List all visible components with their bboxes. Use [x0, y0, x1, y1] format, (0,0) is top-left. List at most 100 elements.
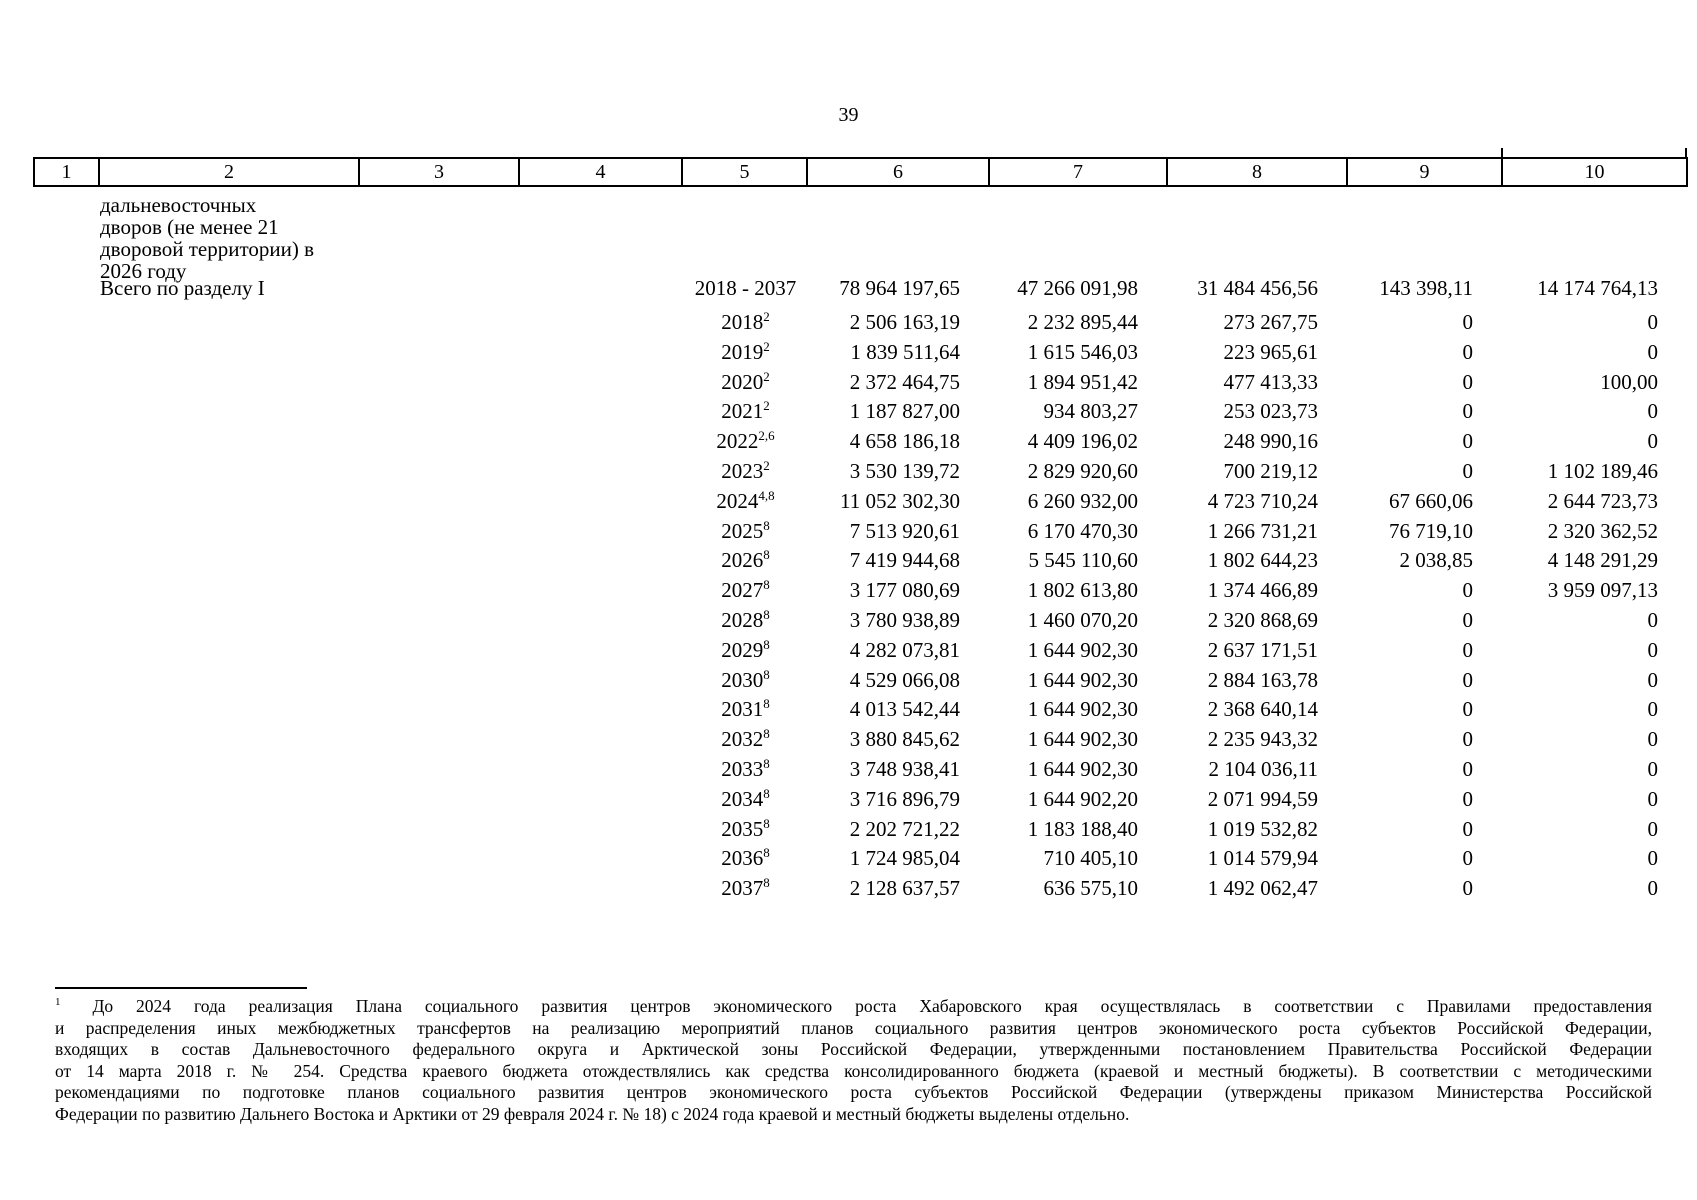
value-cell: 7 419 944,68 [849, 548, 960, 573]
carryover-line: дальневосточных [100, 193, 257, 217]
value-cell: 0 [1647, 667, 1659, 692]
table-remnant-tick [1685, 148, 1687, 157]
value-cell: 4 658 186,18 [849, 429, 960, 454]
value-cell: 1 644 902,30 [1027, 756, 1138, 781]
column-number-1: 1 [33, 159, 100, 185]
value-cell: 3 780 938,89 [849, 607, 960, 632]
year-superscript: 4,8 [758, 487, 775, 503]
value-cell: 0 [1462, 697, 1474, 722]
table-row: 20232 3 530 139,72 2 829 920,60 700 219,12 0… [33, 457, 1688, 487]
year-label: 2032 [721, 727, 764, 752]
value-cell: 2 644 723,73 [1547, 488, 1658, 513]
value-cell: 700 219,12 [1223, 458, 1319, 483]
year-superscript: 8 [763, 755, 770, 771]
year-superscript: 8 [763, 696, 770, 712]
year-superscript: 2 [763, 309, 770, 324]
year-cell: 20258 [683, 517, 808, 547]
footnote: 1 До 2024 года реализация Плана социальн… [55, 996, 1652, 1126]
footnote-line: 1 До 2024 года реализация Плана социальн… [55, 996, 1652, 1018]
column-number-2: 2 [100, 159, 360, 185]
value-cell: 4 409 196,02 [1027, 429, 1138, 454]
value-cell: 0 [1647, 786, 1659, 811]
year-label: 2023 [721, 458, 764, 483]
year-cell: 20328 [683, 725, 808, 755]
footnote-marker: 1 [55, 996, 61, 1009]
year-superscript: 8 [763, 606, 770, 622]
value-cell: 7 513 920,61 [849, 518, 960, 543]
table-row: 20222,6 4 658 186,18 4 409 196,02 248 990,1… [33, 427, 1688, 457]
year-rows: 20182 2 506 163,19 2 232 895,44 273 267,75 0… [33, 308, 1688, 904]
value-cell: 1 615 546,03 [1027, 339, 1138, 364]
value-cell: 2 071 994,59 [1207, 786, 1318, 811]
footnote-line: Федерации по развитию Дальнего Востока и… [55, 1103, 1130, 1124]
value-cell: 2 372 464,75 [849, 369, 960, 394]
table-row: 20288 3 780 938,89 1 460 070,20 2 320 868,6… [33, 606, 1688, 636]
value-cell: 76 719,10 [1389, 518, 1473, 543]
year-cell: 20288 [683, 606, 808, 636]
value-cell: 3 748 938,41 [849, 756, 960, 781]
year-superscript: 2,6 [758, 428, 775, 444]
value-cell: 1 724 985,04 [849, 846, 960, 871]
footnote-line: от 14 марта 2018 г. № 254. Средства крае… [55, 1060, 1652, 1081]
value-cell: 47 266 091,98 [1017, 276, 1138, 300]
value-cell: 1 894 951,42 [1027, 369, 1138, 394]
value-cell: 0 [1462, 816, 1474, 841]
column-number-9: 9 [1348, 159, 1503, 185]
value-cell: 477 413,33 [1223, 369, 1319, 394]
table-row: 20278 3 177 080,69 1 802 613,80 1 374 466,8… [33, 576, 1688, 606]
year-superscript: 2 [763, 398, 770, 414]
table-row: 20182 2 506 163,19 2 232 895,44 273 267,75 0… [33, 308, 1688, 338]
year-cell: 20368 [683, 844, 808, 874]
value-cell: 0 [1462, 310, 1474, 334]
value-cell: 4 723 710,24 [1207, 488, 1318, 513]
value-cell: 0 [1647, 310, 1659, 334]
year-cell: 20348 [683, 785, 808, 815]
year-cell: 20244,8 [683, 487, 808, 517]
year-label: 2031 [721, 697, 764, 722]
year-label: 2026 [721, 548, 764, 573]
value-cell: 0 [1462, 369, 1474, 394]
value-cell: 67 660,06 [1389, 488, 1473, 513]
value-cell: 1 102 189,46 [1547, 458, 1658, 483]
year-label: 2018 [721, 310, 764, 334]
year-cell: 20202 [683, 368, 808, 398]
section-total-row: Всего по разделу I 2018 - 2037 78 964 19… [33, 273, 1688, 303]
value-cell: 636 575,10 [1043, 876, 1139, 901]
value-cell: 1 802 644,23 [1207, 548, 1318, 573]
year-cell: 20192 [683, 338, 808, 368]
carryover-line: дворов (не менее 21 [100, 215, 279, 239]
value-cell: 1 183 188,40 [1027, 816, 1138, 841]
value-cell: 2 104 036,11 [1208, 756, 1318, 781]
value-cell: 710 405,10 [1043, 846, 1139, 871]
value-cell: 0 [1647, 816, 1659, 841]
value-cell: 0 [1462, 846, 1474, 871]
table-row: 20192 1 839 511,64 1 615 546,03 223 965,61 0… [33, 338, 1688, 368]
table-remnant-tick [1501, 148, 1503, 157]
year-label: 2019 [721, 339, 764, 364]
year-label: 2033 [721, 756, 764, 781]
footnote-line: рекомендациями по подготовке планов соци… [55, 1082, 1652, 1103]
value-cell: 2 202 721,22 [849, 816, 960, 841]
value-cell: 0 [1462, 727, 1474, 752]
year-cell: 20278 [683, 576, 808, 606]
value-cell: 248 990,16 [1223, 429, 1319, 454]
value-cell: 0 [1647, 399, 1659, 424]
table-row: 20368 1 724 985,04 710 405,10 1 014 579,94 0… [33, 844, 1688, 874]
value-cell: 3 959 097,13 [1547, 578, 1658, 603]
year-label: 2027 [721, 578, 764, 603]
value-cell: 253 023,73 [1223, 399, 1319, 424]
year-cell: 20182 [683, 308, 808, 338]
value-cell: 1 266 731,21 [1207, 518, 1318, 543]
table-row: 20212 1 187 827,00 934 803,27 253 023,73 0 0 [33, 397, 1688, 427]
year-superscript: 8 [763, 726, 770, 742]
value-cell: 0 [1647, 876, 1659, 901]
value-cell: 0 [1647, 756, 1659, 781]
table-row: 20202 2 372 464,75 1 894 951,42 477 413,33 0… [33, 368, 1688, 398]
year-superscript: 8 [763, 577, 770, 593]
year-label: 2030 [721, 667, 764, 692]
value-cell: 0 [1462, 786, 1474, 811]
value-cell: 31 484 456,56 [1197, 276, 1318, 300]
footnote-separator [55, 987, 307, 989]
value-cell: 2 506 163,19 [849, 310, 960, 334]
year-superscript: 2 [763, 368, 770, 384]
